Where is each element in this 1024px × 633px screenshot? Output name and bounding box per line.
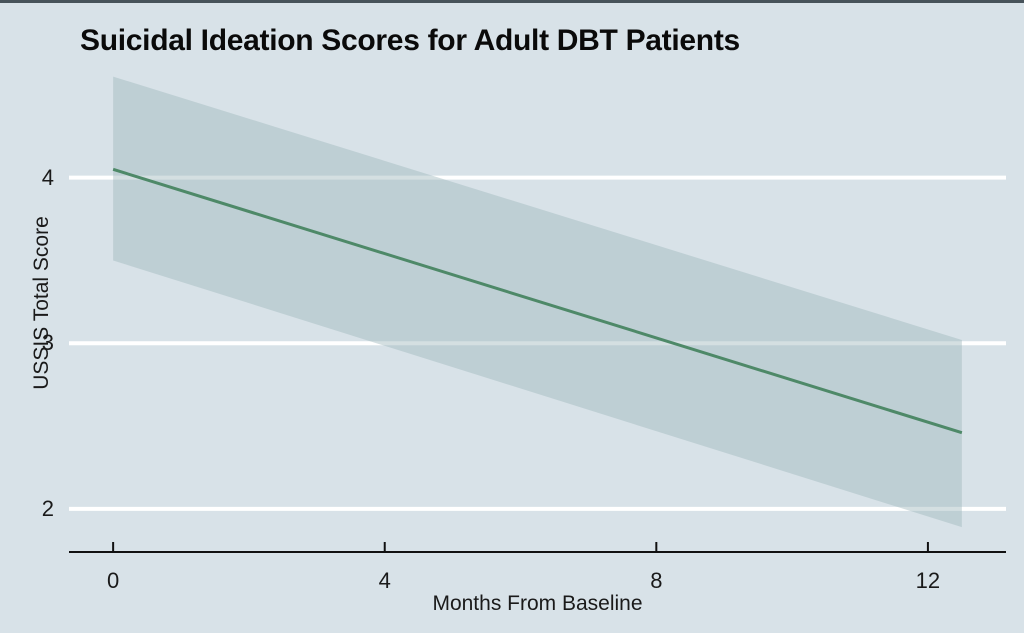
x-tick-label-4: 4 — [378, 568, 391, 593]
x-tick-label-12: 12 — [915, 568, 941, 593]
trend-line — [112, 167, 963, 435]
y-axis-title: USSIS Total Score — [30, 216, 53, 390]
x-tick-label-0: 0 — [107, 568, 120, 593]
y-tick-label-3: 3 — [41, 330, 54, 356]
y-tick-label-4: 4 — [41, 164, 54, 190]
y-tick-label-2: 2 — [41, 495, 54, 521]
window-top-edge — [0, 0, 1024, 3]
x-axis-title: Months From Baseline — [432, 592, 643, 615]
x-tick-label-8: 8 — [650, 568, 663, 593]
chart-title: Suicidal Ideation Scores for Adult DBT P… — [80, 24, 740, 57]
